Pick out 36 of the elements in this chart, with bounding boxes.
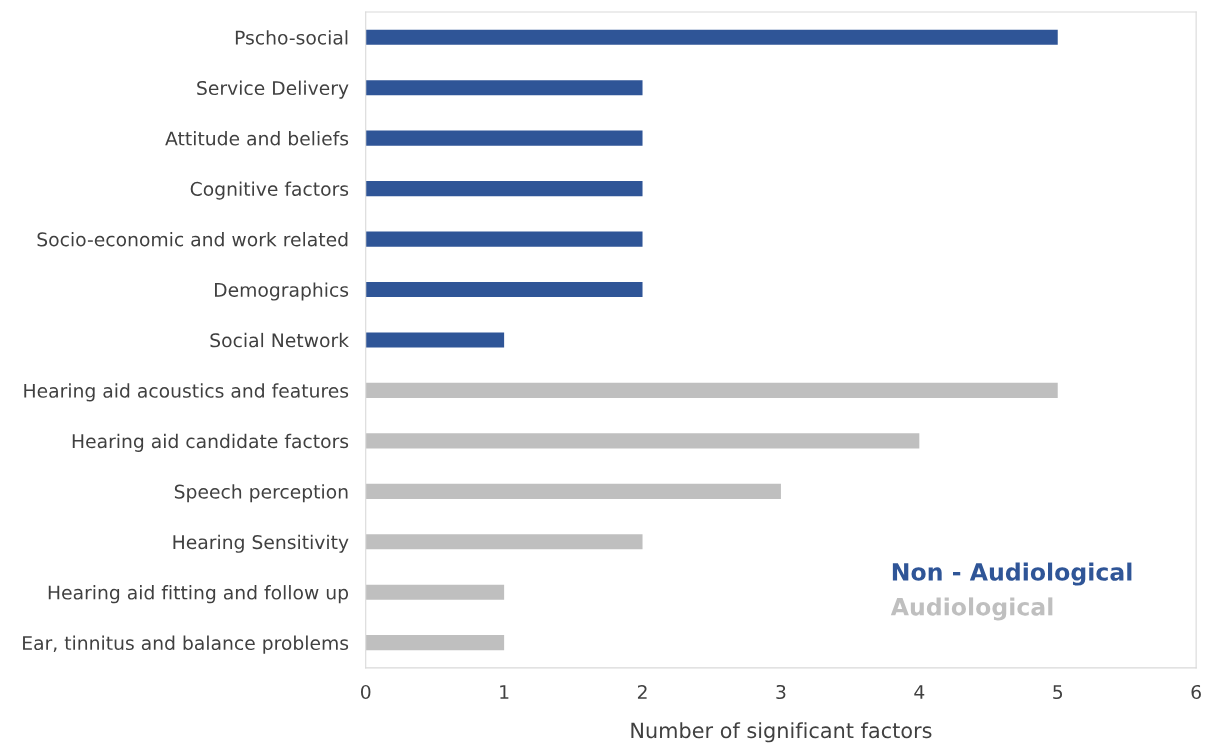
y-tick-label: Ear, tinnitus and balance problems — [23, 635, 349, 654]
y-tick-label: Demographics — [215, 282, 349, 301]
y-tick-label: Attitude and beliefs — [165, 131, 349, 146]
bar — [365, 635, 505, 651]
y-tick-label: Socio-economic and work related — [37, 231, 348, 247]
bar — [365, 584, 505, 600]
x-tick-label: 4 — [914, 685, 925, 699]
x-tick-label: 1 — [500, 685, 509, 699]
x-tick-label: 0 — [360, 684, 371, 700]
y-tick-label: Hearing aid candidate factors — [72, 433, 349, 452]
bar — [365, 181, 643, 197]
x-tick-label: 5 — [1053, 685, 1063, 700]
text: Non - Audiological — [892, 562, 1132, 586]
bar — [365, 332, 505, 348]
y-tick-label: Hearing aid acoustics and features — [24, 383, 349, 402]
y-tick-label: Speech perception — [174, 484, 348, 503]
bar — [365, 130, 643, 146]
bar — [365, 433, 920, 449]
bar — [365, 483, 781, 499]
bar — [365, 231, 643, 247]
y-tick-label: Cognitive factors — [190, 181, 349, 200]
x-tick-label: 2 — [637, 684, 647, 699]
x-tick-label: 6 — [1191, 684, 1201, 700]
bar — [365, 80, 643, 96]
text: Audiological — [890, 597, 1053, 621]
y-tick-label: Social Network — [210, 332, 349, 348]
y-tick-label: Pscho-social — [235, 30, 348, 45]
x-tick-label: 3 — [776, 684, 786, 700]
bar — [365, 281, 643, 298]
y-tick-label: Hearing Sensitivity — [173, 534, 349, 553]
y-tick-label: Service Delivery — [197, 80, 349, 99]
bar — [365, 534, 643, 550]
bar — [365, 29, 1058, 45]
y-tick-label: Hearing aid fitting and follow up — [48, 585, 349, 604]
x-axis-title: Number of significant factors — [631, 722, 932, 743]
bar — [365, 382, 1058, 398]
